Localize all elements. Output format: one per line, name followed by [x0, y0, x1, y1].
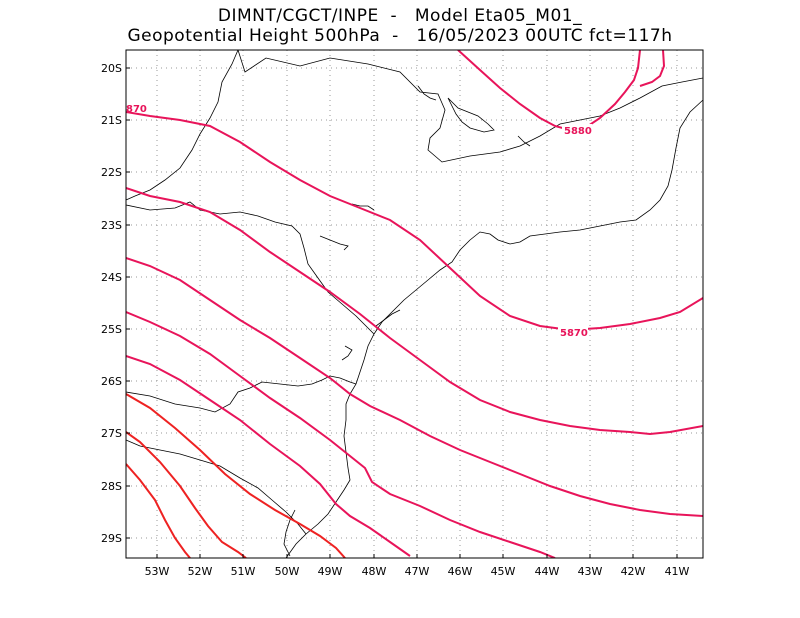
- contour-label-870-edge: 870: [126, 104, 147, 115]
- lat-label-25s: 25S: [101, 323, 122, 336]
- contour-line-5830: [126, 355, 411, 557]
- coastline-borders: [126, 50, 703, 558]
- grid-lines: [126, 50, 703, 558]
- lat-label-24s: 24S: [101, 271, 122, 284]
- lat-label-22s: 22S: [101, 166, 122, 179]
- lon-label-49w: 49W: [318, 565, 343, 578]
- contour-line-5880: [457, 50, 641, 132]
- lon-label-44w: 44W: [535, 565, 560, 578]
- lon-label-43w: 43W: [578, 565, 603, 578]
- contour-line-5820: [126, 393, 346, 558]
- lon-label-41w: 41W: [665, 565, 690, 578]
- map-title-line-2: Geopotential Height 500hPa - 16/05/2023 …: [127, 26, 673, 46]
- contour-line-5810: [126, 431, 247, 558]
- lat-label-28s: 28S: [101, 480, 122, 493]
- contour-line-5840: [126, 311, 556, 558]
- lon-label-45w: 45W: [491, 565, 516, 578]
- lat-label-21s: 21S: [101, 114, 122, 127]
- contour-line-5870: [126, 111, 703, 332]
- contour-label-5880: 5880: [564, 126, 592, 137]
- lat-label-29s: 29S: [101, 532, 122, 545]
- map-frame: [125, 49, 704, 559]
- contour-line-5860: [126, 187, 703, 436]
- lon-label-42w: 42W: [621, 565, 646, 578]
- contour-line-5880-edge: [639, 50, 666, 87]
- axis-ticks: [126, 67, 678, 558]
- lon-label-48w: 48W: [362, 565, 387, 578]
- lon-label-51w: 51W: [231, 565, 256, 578]
- lat-label-20s: 20S: [101, 62, 122, 75]
- lat-label-23s: 23S: [101, 219, 122, 232]
- lon-label-47w: 47W: [405, 565, 430, 578]
- lon-label-46w: 46W: [448, 565, 473, 578]
- lon-label-53w: 53W: [145, 565, 170, 578]
- contour-line-5850: [126, 257, 703, 517]
- lon-label-52w: 52W: [188, 565, 213, 578]
- lon-label-50w: 50W: [275, 565, 300, 578]
- lat-label-27s: 27S: [101, 427, 122, 440]
- lat-label-26s: 26S: [101, 375, 122, 388]
- contour-line-5800: [126, 463, 191, 558]
- contour-label-5870: 5870: [560, 328, 588, 339]
- map-title-line-1: DIMNT/CGCT/INPE - Model Eta05_M01_: [217, 6, 583, 26]
